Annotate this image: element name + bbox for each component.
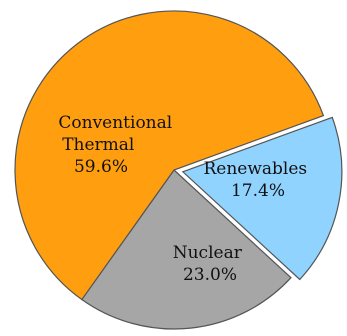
- pie-slice-nuclear: [80, 169, 292, 330]
- nuclear-label: Nuclear 23.0%: [173, 243, 248, 285]
- pie-slices: [14, 10, 343, 330]
- conventional-thermal-label: Conventional Thermal 59.6%: [58, 113, 177, 177]
- renewables-label: Renewables 17.4%: [203, 159, 312, 201]
- pie-slice-conventional-thermal: [14, 10, 325, 301]
- pie-slice-renewables: [181, 116, 343, 281]
